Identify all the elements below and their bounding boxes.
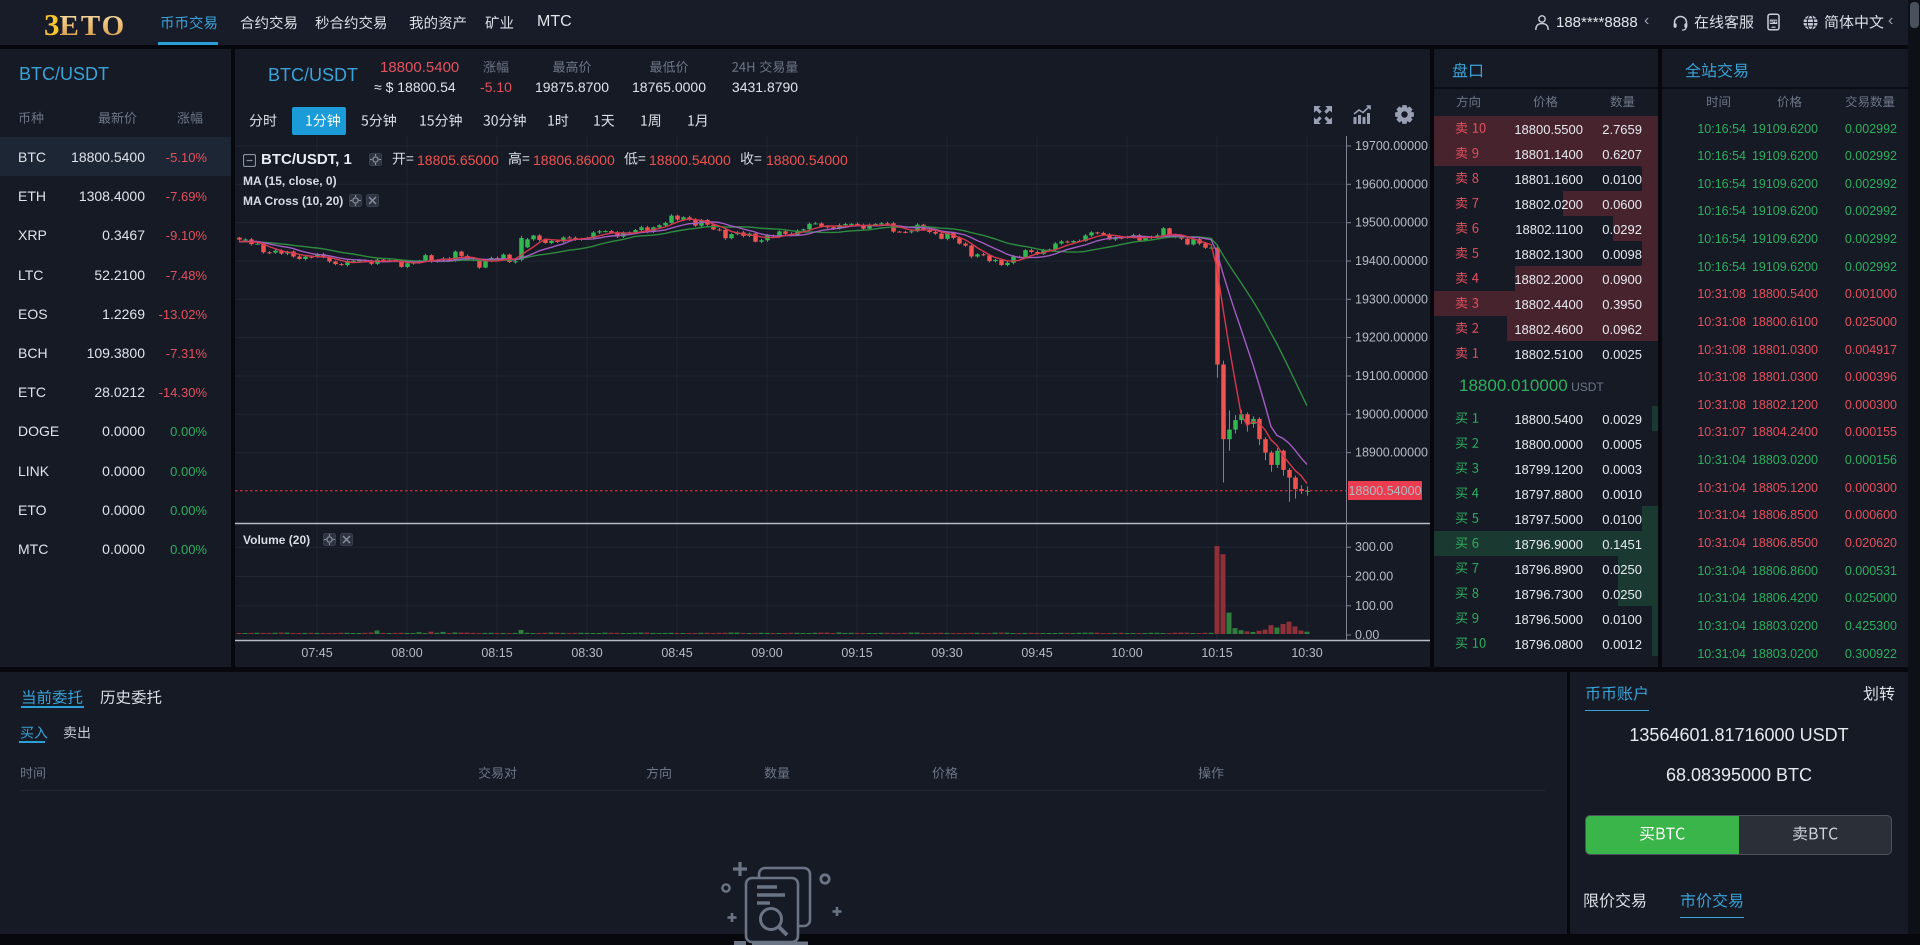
svg-text:19000.00000: 19000.00000	[1355, 407, 1428, 421]
svg-text:19700.00000: 19700.00000	[1355, 139, 1428, 153]
svg-text:19400.00000: 19400.00000	[1355, 254, 1428, 268]
svg-text:200.00: 200.00	[1355, 570, 1393, 584]
svg-text:19600.00000: 19600.00000	[1355, 177, 1428, 191]
svg-text:09:30: 09:30	[931, 646, 962, 660]
svg-text:08:15: 08:15	[481, 646, 512, 660]
svg-text:19100.00000: 19100.00000	[1355, 369, 1428, 383]
svg-text:08:00: 08:00	[391, 646, 422, 660]
svg-text:10:00: 10:00	[1111, 646, 1142, 660]
svg-text:19500.00000: 19500.00000	[1355, 216, 1428, 230]
svg-text:09:45: 09:45	[1021, 646, 1052, 660]
svg-text:07:45: 07:45	[301, 646, 332, 660]
svg-text:19200.00000: 19200.00000	[1355, 331, 1428, 345]
svg-text:10:15: 10:15	[1201, 646, 1232, 660]
svg-text:18900.00000: 18900.00000	[1355, 446, 1428, 460]
svg-text:18800.54000: 18800.54000	[1349, 484, 1422, 498]
svg-text:09:00: 09:00	[751, 646, 782, 660]
svg-text:100.00: 100.00	[1355, 599, 1393, 613]
svg-text:19300.00000: 19300.00000	[1355, 292, 1428, 306]
svg-text:10:30: 10:30	[1291, 646, 1322, 660]
svg-text:08:45: 08:45	[661, 646, 692, 660]
svg-text:09:15: 09:15	[841, 646, 872, 660]
svg-text:APP: APP	[1770, 20, 1778, 24]
svg-text:08:30: 08:30	[571, 646, 602, 660]
svg-text:0.00: 0.00	[1355, 628, 1379, 642]
svg-text:300.00: 300.00	[1355, 540, 1393, 554]
